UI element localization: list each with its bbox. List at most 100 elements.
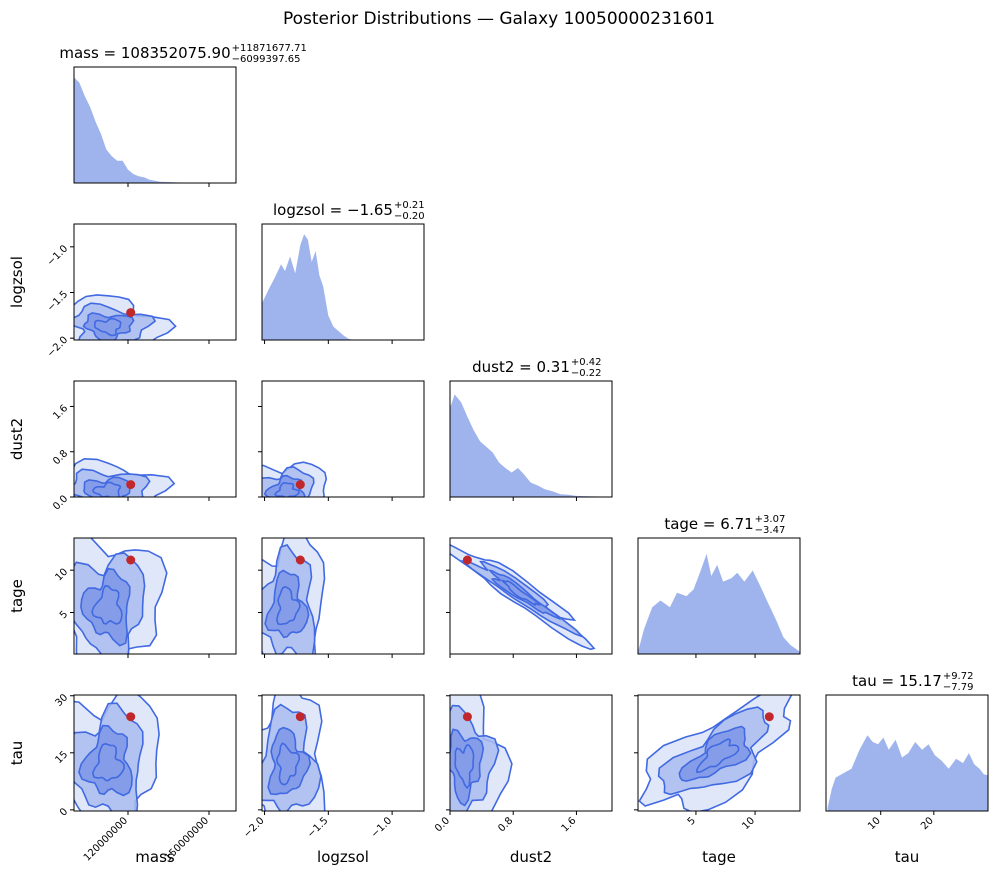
best-fit-point bbox=[462, 712, 472, 722]
marginal-title-mass: mass = 108352075.90 bbox=[59, 44, 230, 62]
marginal-density-mass bbox=[74, 77, 236, 183]
marginal-errors-logzsol: +0.21−0.20 bbox=[394, 200, 425, 222]
x-axis-label-tage: tage bbox=[702, 848, 736, 866]
marginal-density-tau bbox=[827, 735, 988, 811]
y-tick-label: −2.0 bbox=[45, 335, 70, 360]
contour-level-4 bbox=[275, 586, 301, 626]
contour-level-4 bbox=[91, 742, 126, 782]
best-fit-point bbox=[764, 712, 774, 722]
contour-level-3 bbox=[83, 476, 132, 497]
best-fit-point bbox=[295, 555, 305, 565]
contour-level-3 bbox=[678, 725, 752, 782]
marginal-title-logzsol: logzsol = −1.65 bbox=[273, 201, 393, 219]
panel-frame bbox=[73, 380, 237, 498]
y-tick-label: 5 bbox=[58, 609, 70, 621]
panel-tau-vs-tage: 5 10 bbox=[634, 694, 801, 832]
y-tick-label: 30 bbox=[53, 692, 70, 709]
panel-dust2-vs-dust2 bbox=[449, 380, 613, 501]
best-fit-point bbox=[295, 712, 305, 722]
contour-level-3 bbox=[267, 726, 312, 796]
contour-level-3 bbox=[80, 567, 131, 647]
x-tick-label: 10 bbox=[740, 815, 757, 832]
y-tick-label: 0.8 bbox=[51, 448, 70, 467]
y-axis-label-tage: tage bbox=[8, 579, 26, 613]
panel-frame bbox=[261, 380, 425, 498]
x-tick-label: −2.0 bbox=[242, 815, 267, 840]
panel-tage-vs-mass: 5 10 bbox=[53, 537, 237, 658]
marginal-minus-error: −0.22 bbox=[571, 368, 602, 379]
contour-level-4 bbox=[500, 579, 541, 607]
y-axis-label-dust2: dust2 bbox=[8, 418, 26, 460]
y-tick-label: 15 bbox=[53, 749, 70, 766]
x-axis-label-dust2: dust2 bbox=[510, 848, 552, 866]
marginal-errors-dust2: +0.42−0.22 bbox=[571, 357, 602, 379]
panel-frame bbox=[261, 223, 425, 341]
x-tick-label: −1.0 bbox=[369, 815, 394, 840]
x-tick-label: 20 bbox=[919, 815, 936, 832]
marginal-plus-error: +9.72 bbox=[943, 671, 974, 682]
marginal-plus-error: +3.07 bbox=[755, 514, 786, 525]
marginal-plus-error: +11871677.71 bbox=[232, 43, 307, 54]
contour-level-3 bbox=[82, 312, 135, 340]
marginal-title-tau: tau = 15.17 bbox=[852, 672, 942, 690]
x-tick-label: 1.6 bbox=[560, 815, 579, 834]
contour-level-4 bbox=[93, 317, 122, 337]
marginal-title-tage: tage = 6.71 bbox=[664, 515, 753, 533]
panel-frame bbox=[261, 537, 425, 655]
panel-frame bbox=[449, 537, 613, 655]
x-tick-label: −1.5 bbox=[305, 815, 330, 840]
contour-level-4 bbox=[273, 481, 301, 497]
x-tick-label: 0.8 bbox=[496, 815, 515, 834]
panel-mass-vs-mass bbox=[73, 66, 237, 187]
y-tick-label: 1.6 bbox=[51, 403, 70, 422]
x-tick-label: 5 bbox=[686, 815, 698, 827]
contour-level-4 bbox=[91, 584, 123, 625]
panel-frame bbox=[449, 380, 613, 498]
x-axis-label-logzsol: logzsol bbox=[317, 848, 369, 866]
contour-level-4 bbox=[695, 738, 740, 774]
marginal-plus-error: +0.21 bbox=[394, 200, 425, 211]
y-tick-label: −1.0 bbox=[45, 243, 70, 268]
best-fit-point bbox=[462, 555, 472, 565]
marginal-minus-error: −3.47 bbox=[755, 525, 786, 536]
marginal-density-dust2 bbox=[450, 394, 612, 497]
y-tick-label: 10 bbox=[53, 567, 70, 584]
contour-level-4 bbox=[92, 481, 122, 497]
marginal-minus-error: −7.79 bbox=[943, 682, 974, 693]
panel-frame bbox=[637, 537, 801, 655]
panel-tau-vs-dust2: 0.0 0.8 1.6 bbox=[433, 694, 613, 834]
y-tick-label: −1.5 bbox=[45, 289, 70, 314]
y-axis-label-logzsol: logzsol bbox=[8, 256, 26, 308]
panel-frame bbox=[73, 223, 237, 341]
y-tick-label: 0.0 bbox=[51, 493, 70, 512]
y-axis-label-tau: tau bbox=[8, 741, 26, 766]
panel-frame bbox=[825, 694, 989, 812]
marginal-minus-error: −6099397.65 bbox=[232, 54, 301, 65]
panel-tage-vs-tage bbox=[637, 537, 801, 658]
best-fit-point bbox=[295, 480, 305, 490]
x-tick-label: 10 bbox=[866, 815, 883, 832]
contour-level-4 bbox=[454, 744, 475, 790]
contour-level-3 bbox=[487, 569, 562, 621]
panel-logzsol-vs-mass: −2.0 −1.5 −1.0 bbox=[45, 223, 237, 360]
panel-frame bbox=[73, 66, 237, 184]
panel-dust2-vs-logzsol bbox=[258, 380, 425, 501]
panel-logzsol-vs-logzsol bbox=[261, 223, 425, 344]
best-fit-point bbox=[126, 308, 136, 318]
x-axis-label-mass: mass bbox=[135, 848, 175, 866]
marginal-density-logzsol bbox=[262, 234, 354, 340]
panel-tage-vs-logzsol bbox=[258, 537, 425, 658]
contour-level-3 bbox=[263, 474, 306, 497]
marginal-errors-tau: +9.72−7.79 bbox=[943, 671, 974, 693]
marginal-errors-tage: +3.07−3.47 bbox=[755, 514, 786, 536]
x-axis-label-tau: tau bbox=[895, 848, 920, 866]
panel-tage-vs-dust2 bbox=[446, 537, 613, 658]
marginal-title-dust2: dust2 = 0.31 bbox=[472, 358, 570, 376]
contour-level-3 bbox=[78, 724, 133, 797]
best-fit-point bbox=[126, 712, 136, 722]
panel-frame bbox=[73, 537, 237, 655]
x-tick-label: 120000000 bbox=[82, 815, 130, 863]
best-fit-point bbox=[126, 555, 136, 565]
